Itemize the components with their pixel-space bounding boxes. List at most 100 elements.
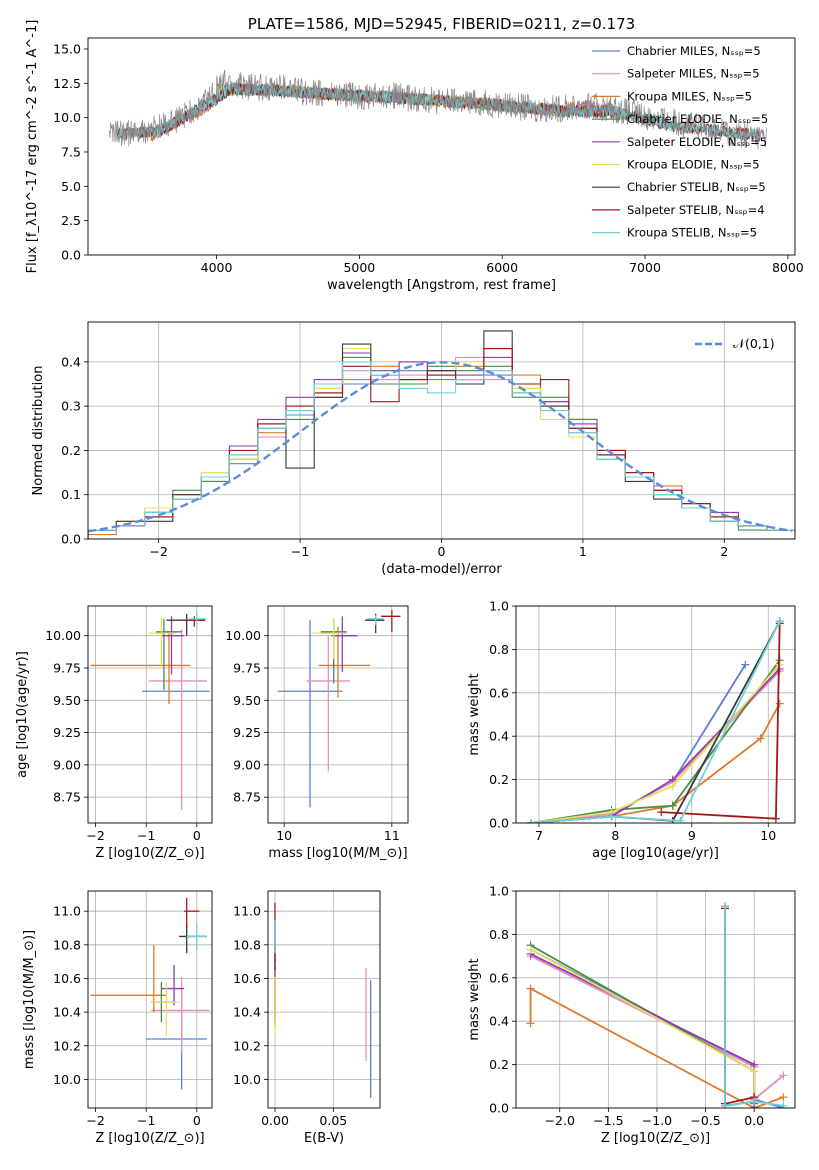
x-tick-label: 0.0 <box>744 1113 764 1128</box>
x-tick-label: 1 <box>579 544 587 559</box>
legend: Chabrier MILES, Nₛₛₚ=5 Salpeter MILES, Nₛ… <box>592 44 768 240</box>
x-tick-label: 0.05 <box>319 1113 347 1128</box>
y-tick-label: 10.4 <box>53 1005 81 1020</box>
legend-entry: Chabrier MILES, Nₛₛₚ=5 <box>627 44 761 58</box>
axes-frame <box>87 605 213 824</box>
y-tick-label: 0.2 <box>489 1057 509 1072</box>
plus-marker <box>721 1101 730 1108</box>
weight-line <box>724 906 784 1107</box>
plot-area <box>527 617 784 823</box>
x-tick-label: 7 <box>535 828 543 843</box>
axes-frame <box>515 605 796 824</box>
x-axis-label: Z [log10(Z/Z_⊙)] <box>601 1131 710 1146</box>
legend-entry: Kroupa ELODIE, Nₛₛₚ=5 <box>627 158 760 172</box>
y-tick-label: 7.5 <box>61 144 81 159</box>
histogram-step <box>88 361 795 539</box>
plus-marker <box>750 1097 759 1106</box>
y-tick-label: 10.4 <box>233 1005 261 1020</box>
y-tick-label: 0.0 <box>489 816 509 831</box>
y-tick-label: 0.6 <box>489 685 509 700</box>
plot-area <box>88 330 795 539</box>
x-tick-label: −1.5 <box>593 1113 623 1128</box>
x-tick-label: 4000 <box>201 260 233 275</box>
y-tick-label: 0.2 <box>61 443 81 458</box>
x-tick-label: 11 <box>384 828 400 843</box>
y-tick-label: 9.25 <box>53 725 81 740</box>
weight-line <box>531 659 781 823</box>
y-tick-label: 1.0 <box>489 884 509 899</box>
x-tick-label: −0.5 <box>690 1113 720 1128</box>
legend-entry: Chabrier STELIB, Nₛₛₚ=5 <box>627 180 766 194</box>
plot-area <box>90 612 210 811</box>
legend-entry: Chabrier ELODIE, Nₛₛₚ=5 <box>627 112 768 126</box>
y-tick-label: 0.1 <box>61 487 81 502</box>
legend-entry: Salpeter STELIB, Nₛₛₚ=4 <box>627 203 765 217</box>
y-tick-label: 11.0 <box>53 904 81 919</box>
plus-marker <box>607 812 616 821</box>
y-tick-label: 0.4 <box>489 729 509 744</box>
plus-marker <box>741 660 750 669</box>
y-tick-label: 10.8 <box>53 937 81 952</box>
y-tick-label: 10.0 <box>53 1072 81 1087</box>
y-axis-label: mass weight <box>467 673 482 755</box>
y-tick-label: 0.3 <box>61 399 81 414</box>
y-tick-label: 0.2 <box>489 772 509 787</box>
x-tick-label: −1 <box>137 828 155 843</box>
x-tick-label: 10 <box>276 828 292 843</box>
y-axis-label: Normed distribution <box>31 366 46 496</box>
y-tick-label: 5.0 <box>61 179 81 194</box>
y-tick-label: 11.0 <box>233 904 261 919</box>
y-tick-label: 10.6 <box>233 971 261 986</box>
mass-weight-vs-age-panel: 7 8 9 10 0.0 0.2 0.4 0.6 0.8 1.0 age [log10(age/yr… <box>467 599 796 861</box>
x-tick-label: −1 <box>291 544 309 559</box>
x-axis-label: mass [log10(M/M_⊙)] <box>268 846 407 861</box>
y-tick-label: 9.50 <box>53 693 81 708</box>
plus-marker <box>721 902 730 911</box>
y-tick-label: 10.6 <box>53 971 81 986</box>
plot-area <box>526 902 788 1108</box>
plot-area <box>90 897 210 1090</box>
plus-marker <box>668 801 677 810</box>
x-tick-label: −2.0 <box>545 1113 575 1128</box>
y-tick-label: 9.75 <box>53 661 81 676</box>
y-tick-label: 0.8 <box>489 642 509 657</box>
plus-marker <box>657 808 666 817</box>
axes-frame <box>515 890 796 1109</box>
mass-weight-vs-metallicity-panel: −2.0 −1.5 −1.0 −0.5 0.0 0.0 0.2 0.4 0.6 0.8 1.0 Z [… <box>467 884 796 1146</box>
plus-marker <box>526 945 535 954</box>
y-tick-label: 0.0 <box>489 1101 509 1116</box>
axes-frame <box>267 890 381 1109</box>
y-tick-label: 2.5 <box>61 213 81 228</box>
plus-marker <box>779 1093 788 1102</box>
y-tick-label: 12.5 <box>53 76 81 91</box>
y-tick-label: 10.0 <box>53 110 81 125</box>
gaussian-curve <box>88 361 793 533</box>
weight-line <box>531 620 781 823</box>
mass-vs-extinction-panel: 0.00 0.05 10.0 10.2 10.4 10.6 10.8 11.0 E(B-V) <box>233 890 381 1146</box>
weight-line <box>724 906 755 1107</box>
y-tick-label: 9.75 <box>233 661 261 676</box>
y-tick-label: 10.2 <box>233 1038 261 1053</box>
y-tick-label: 10.8 <box>233 937 261 952</box>
plot-area <box>109 69 767 150</box>
y-tick-label: 10.00 <box>45 628 81 643</box>
y-axis-label: mass [log10(M/M_⊙)] <box>22 930 37 1069</box>
x-tick-label: 0.00 <box>261 1113 289 1128</box>
x-tick-label: 6000 <box>486 260 518 275</box>
x-tick-label: 8 <box>611 828 619 843</box>
axes-frame <box>87 37 796 256</box>
y-tick-label: 8.75 <box>53 790 81 805</box>
y-tick-label: 10.2 <box>53 1038 81 1053</box>
plus-marker <box>527 819 536 823</box>
y-tick-label: 9.50 <box>233 693 261 708</box>
plus-marker <box>676 816 685 823</box>
x-axis-label: age [log10(age/yr)] <box>592 846 719 861</box>
weight-line <box>531 664 781 823</box>
y-axis-label: mass weight <box>467 958 482 1040</box>
weight-line <box>724 908 755 1105</box>
plus-marker <box>775 617 784 626</box>
age-vs-mass-panel: 10 11 8.75 9.00 9.25 9.50 9.75 10.00 mass [log10… <box>225 605 409 861</box>
plus-marker <box>526 1019 535 1028</box>
x-tick-label: 8000 <box>772 260 804 275</box>
